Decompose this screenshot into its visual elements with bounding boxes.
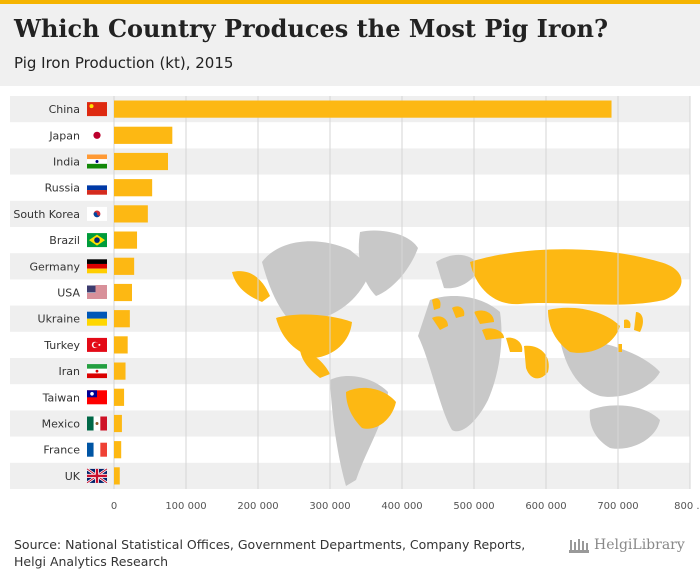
bar-turkey[interactable] <box>114 336 128 354</box>
brazil-shape <box>346 387 396 429</box>
x-tick-label: 700 000 <box>597 501 638 512</box>
category-label: USA <box>57 287 80 300</box>
bar-iran[interactable] <box>114 362 126 380</box>
x-tick-label: 300 000 <box>309 501 350 512</box>
chart-title: Which Country Produces the Most Pig Iron… <box>14 14 609 43</box>
category-label: Taiwan <box>42 391 80 404</box>
france-flag-icon <box>87 442 107 457</box>
turkey-flag-icon <box>87 337 107 352</box>
taiwan-shape <box>618 344 622 352</box>
chart-header: Which Country Produces the Most Pig Iron… <box>0 4 700 86</box>
category-label: Ukraine <box>38 313 81 326</box>
mexico-shape <box>300 350 330 378</box>
row-band <box>10 200 690 227</box>
germany-flag-icon <box>87 259 107 274</box>
bar-india[interactable] <box>114 152 168 171</box>
world-map <box>232 230 682 486</box>
russia-shape <box>470 249 682 305</box>
germany-shape <box>452 306 465 318</box>
category-label: Japan <box>48 129 80 142</box>
southeast-asia <box>560 339 660 397</box>
bar-brazil[interactable] <box>114 231 138 249</box>
source-note: Source: National Statistical Offices, Go… <box>14 537 526 569</box>
bar-germany[interactable] <box>114 257 135 275</box>
brazil-flag-icon <box>87 233 107 248</box>
bar-china[interactable] <box>114 100 612 118</box>
north-america <box>262 241 372 330</box>
library-icon <box>569 539 589 553</box>
category-labels: China Japan India Russia South Korea Brazil Ge… <box>13 103 80 483</box>
japan-shape <box>634 312 643 332</box>
x-tick-label: 600 000 <box>525 501 566 512</box>
usa-flag-icon <box>87 285 107 300</box>
africa <box>418 296 502 432</box>
x-axis-ticks: 0 100 000 200 000 300 000 400 000 500 000 600 … <box>111 501 700 512</box>
usa-shape <box>276 314 352 358</box>
bar-mexico[interactable] <box>114 414 122 433</box>
category-label: France <box>43 444 80 457</box>
india-flag-icon <box>87 154 107 169</box>
usa-alaska-region <box>232 271 270 302</box>
bar-ukraine[interactable] <box>114 310 130 328</box>
bars <box>114 100 612 485</box>
category-label: India <box>53 156 80 169</box>
iran-shape <box>506 337 523 352</box>
bar-chart: China Japan India Russia South Korea Brazil Ge… <box>10 96 700 512</box>
russia-flag-icon <box>87 180 107 195</box>
x-tick-label: 800 ... <box>674 501 700 512</box>
x-tick-label: 0 <box>111 501 117 512</box>
category-label: Iran <box>59 365 81 378</box>
australia <box>589 405 660 449</box>
x-tick-label: 100 000 <box>165 501 206 512</box>
category-label: Turkey <box>43 339 80 352</box>
europe-north <box>436 254 480 289</box>
bar-france[interactable] <box>114 441 122 459</box>
x-tick-label: 400 000 <box>381 501 422 512</box>
south-korea-shape <box>624 319 631 328</box>
x-tick-label: 500 000 <box>453 501 494 512</box>
france-shape <box>432 316 448 330</box>
mexico-flag-icon <box>87 416 107 431</box>
japan-flag-icon <box>87 128 107 143</box>
chart-subtitle: Pig Iron Production (kt), 2015 <box>14 54 234 72</box>
category-label: Brazil <box>49 234 80 247</box>
bar-south-korea[interactable] <box>114 205 148 223</box>
uk-shape <box>432 298 441 310</box>
turkey-shape <box>482 328 504 340</box>
category-label: Russia <box>45 182 80 195</box>
ukraine-shape <box>474 310 494 324</box>
india-shape <box>524 345 549 379</box>
taiwan-flag-icon <box>87 390 107 405</box>
category-label: UK <box>65 470 81 483</box>
category-label: Germany <box>29 260 80 273</box>
category-label: Mexico <box>42 418 81 431</box>
logo-text: HelgiLibrary <box>594 537 685 553</box>
bar-japan[interactable] <box>114 126 173 144</box>
row-band <box>10 148 690 175</box>
category-label: South Korea <box>13 208 80 221</box>
bar-uk[interactable] <box>114 467 120 485</box>
accent-bar <box>0 0 700 4</box>
x-tick-label: 200 000 <box>237 501 278 512</box>
bar-taiwan[interactable] <box>114 388 125 406</box>
flags <box>86 102 108 484</box>
bar-usa[interactable] <box>114 283 132 302</box>
bar-russia[interactable] <box>114 179 153 197</box>
category-label: China <box>49 103 80 116</box>
helgi-library-logo[interactable]: HelgiLibrary <box>568 533 693 557</box>
iran-flag-icon <box>87 364 107 379</box>
south-korea-flag-icon <box>87 206 107 221</box>
ukraine-flag-icon <box>87 311 107 326</box>
greenland <box>358 230 418 296</box>
china-shape <box>548 307 620 353</box>
uk-flag-icon <box>86 467 108 484</box>
china-flag-icon <box>87 102 107 117</box>
